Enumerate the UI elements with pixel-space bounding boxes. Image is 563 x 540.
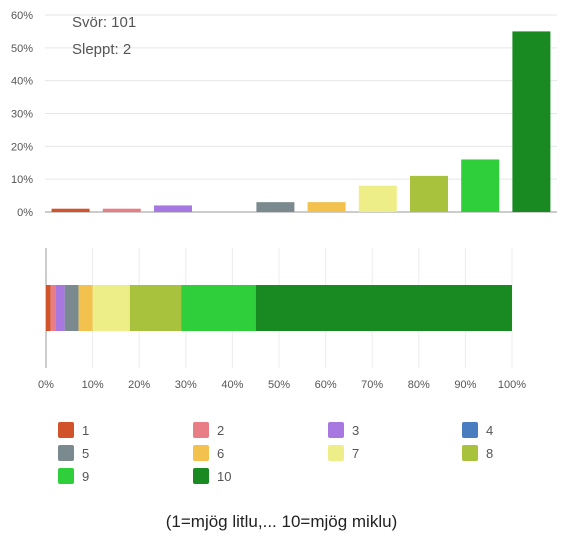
top-bar-5 bbox=[256, 202, 295, 212]
top-chart-gridlines bbox=[45, 14, 557, 213]
top-bar-9 bbox=[461, 159, 500, 212]
legend-swatch-3 bbox=[328, 422, 344, 438]
skipped-count: Sleppt: 2 bbox=[72, 41, 131, 58]
bottom-chart-x-axis: 0% 10% 20% 30% 40% 50% 60% 70% 80% 90% 100% bbox=[38, 379, 526, 391]
legend-label-9: 9 bbox=[82, 469, 89, 484]
bottom-x-tick-label: 30% bbox=[175, 379, 197, 391]
stacked-segment-7 bbox=[92, 285, 130, 331]
stacked-segment-2 bbox=[50, 285, 56, 331]
top-bar-1 bbox=[51, 208, 90, 212]
top-y-tick-label: 0% bbox=[17, 207, 33, 219]
top-bar-2 bbox=[102, 208, 141, 212]
legend-label-4: 4 bbox=[486, 423, 493, 438]
legend-swatch-6 bbox=[193, 445, 209, 461]
stacked-segment-10 bbox=[255, 285, 512, 331]
legend: 1 2 3 4 5 6 7 8 9 10 bbox=[58, 422, 493, 484]
stacked-segment-8 bbox=[129, 285, 182, 331]
top-y-tick-label: 40% bbox=[11, 76, 33, 88]
top-bar-10 bbox=[512, 31, 551, 212]
bottom-x-tick-label: 80% bbox=[408, 379, 430, 391]
top-y-tick-label: 30% bbox=[11, 109, 33, 121]
legend-swatch-7 bbox=[328, 445, 344, 461]
legend-swatch-5 bbox=[58, 445, 74, 461]
top-chart-y-axis: 0% 10% 20% 30% 40% 50% 60% bbox=[11, 10, 33, 219]
bottom-x-tick-label: 70% bbox=[361, 379, 383, 391]
top-bar-8 bbox=[410, 175, 448, 212]
top-bar-7 bbox=[358, 185, 397, 212]
legend-label-8: 8 bbox=[486, 446, 493, 461]
bottom-x-tick-label: 60% bbox=[315, 379, 337, 391]
top-y-tick-label: 60% bbox=[11, 10, 33, 22]
stacked-segment-9 bbox=[181, 285, 256, 331]
legend-swatch-8 bbox=[462, 445, 478, 461]
top-chart-bars bbox=[51, 31, 551, 212]
bottom-x-tick-label: 0% bbox=[38, 379, 54, 391]
legend-label-1: 1 bbox=[82, 423, 89, 438]
legend-label-10: 10 bbox=[217, 469, 231, 484]
legend-swatch-4 bbox=[462, 422, 478, 438]
top-bar-3 bbox=[154, 205, 192, 212]
legend-label-3: 3 bbox=[352, 423, 359, 438]
stacked-segment-5 bbox=[64, 285, 79, 331]
bottom-x-tick-label: 50% bbox=[268, 379, 290, 391]
legend-label-2: 2 bbox=[217, 423, 224, 438]
top-y-tick-label: 10% bbox=[11, 174, 33, 186]
legend-label-7: 7 bbox=[352, 446, 359, 461]
stacked-segment-6 bbox=[78, 285, 93, 331]
top-bar-6 bbox=[307, 202, 346, 212]
scale-caption: (1=mjög litlu,... 10=mjög miklu) bbox=[165, 512, 398, 531]
top-y-tick-label: 20% bbox=[11, 141, 33, 153]
bottom-x-tick-label: 20% bbox=[128, 379, 150, 391]
legend-label-6: 6 bbox=[217, 446, 224, 461]
stacked-segment-3 bbox=[55, 285, 65, 331]
stacked-segment-1 bbox=[46, 285, 51, 331]
legend-swatch-9 bbox=[58, 468, 74, 484]
bottom-x-tick-label: 100% bbox=[498, 379, 526, 391]
bottom-x-tick-label: 10% bbox=[82, 379, 104, 391]
legend-swatch-10 bbox=[193, 468, 209, 484]
legend-swatch-2 bbox=[193, 422, 209, 438]
legend-swatch-1 bbox=[58, 422, 74, 438]
top-y-tick-label: 50% bbox=[11, 43, 33, 55]
bottom-chart-stacked-bar bbox=[46, 285, 512, 331]
bottom-x-tick-label: 40% bbox=[221, 379, 243, 391]
responses-count: Svör: 101 bbox=[72, 14, 136, 31]
legend-label-5: 5 bbox=[82, 446, 89, 461]
bottom-x-tick-label: 90% bbox=[454, 379, 476, 391]
